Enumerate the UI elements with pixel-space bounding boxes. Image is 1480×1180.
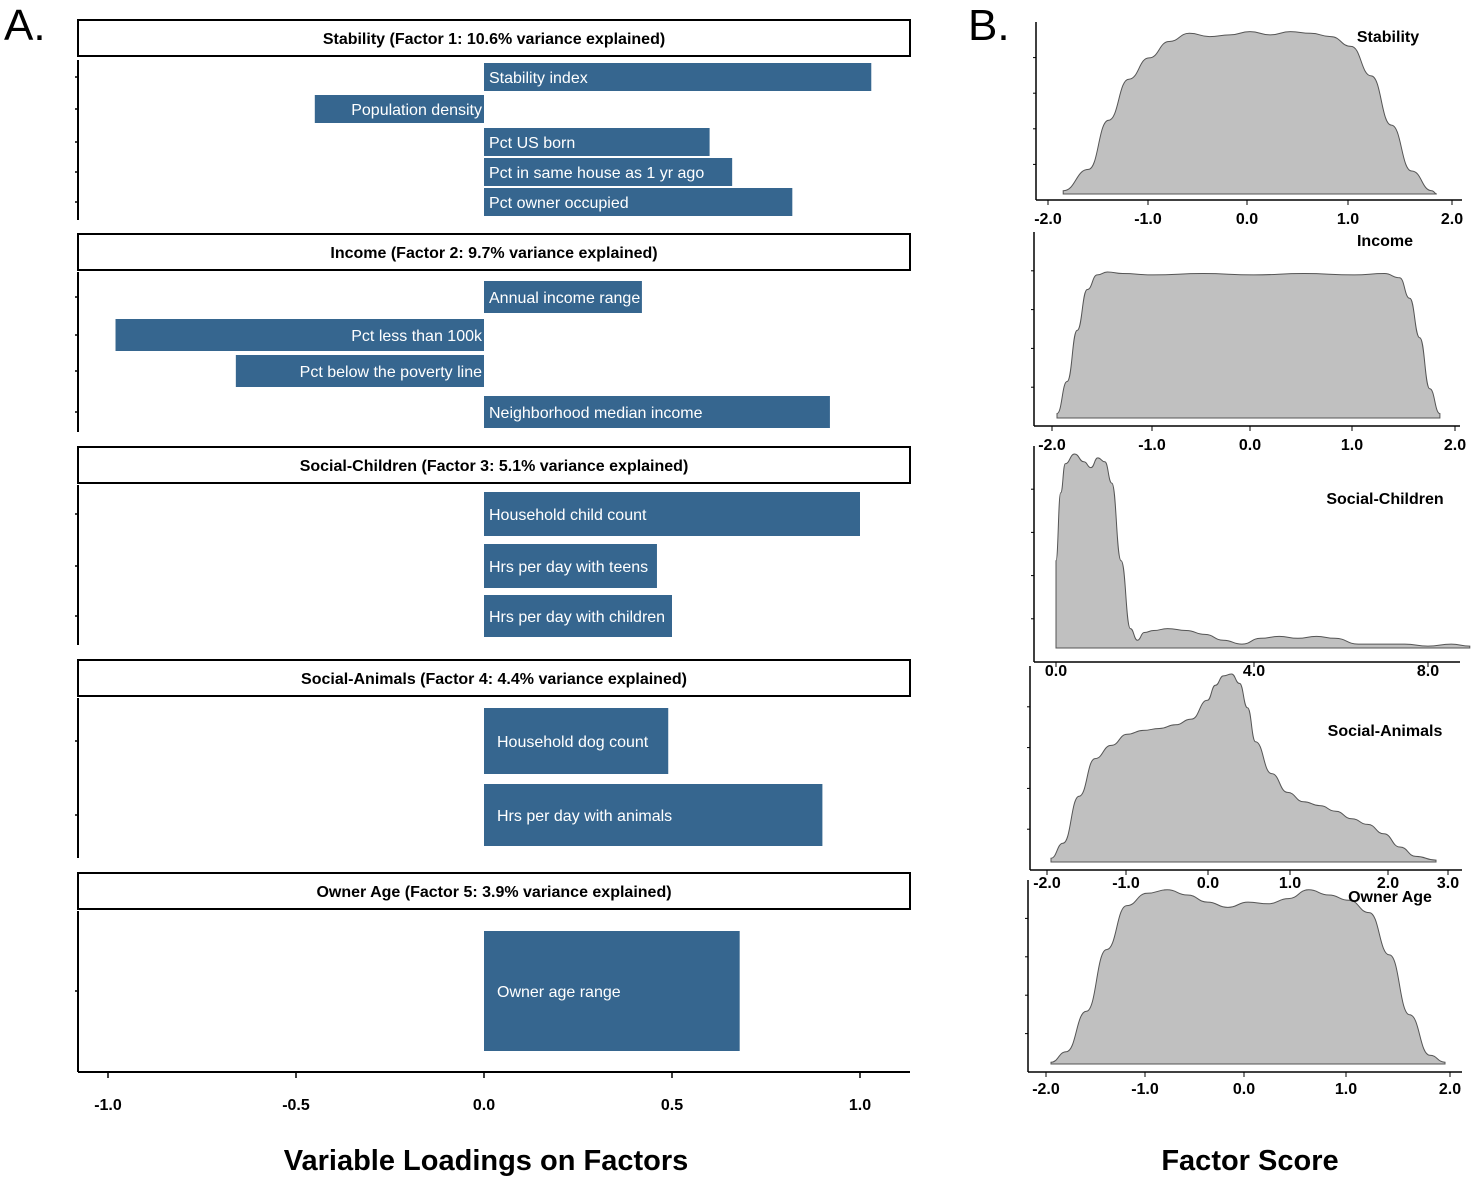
bar-label: Hrs per day with children xyxy=(489,609,665,626)
bar-label: Owner age range xyxy=(497,984,621,1001)
density-panel-4: -2.0 -1.0 0.0 1.0 2.0 3.0 Social-Animals xyxy=(1027,666,1462,892)
loading-bar xyxy=(115,319,485,351)
facet-3: Social-Children (Factor 3: 5.1% variance… xyxy=(75,446,911,645)
density-axis-title: Factor Score xyxy=(1161,1145,1338,1177)
density-area xyxy=(1055,453,1471,649)
density-x-tick-label: -2.0 xyxy=(1033,875,1061,892)
panel-b-label: B. xyxy=(968,1,1010,50)
factor-score-densities: -2.0 -1.0 0.0 1.0 2.0 Stability -2.0 -1.0 0.0 1.0… xyxy=(1025,22,1471,1177)
panel-a-label: A. xyxy=(4,1,46,50)
density-area xyxy=(1056,271,1441,419)
bar-label: Annual income range xyxy=(489,290,640,307)
loading-bar xyxy=(484,158,733,186)
bar-label: Pct less than 100k xyxy=(351,328,483,345)
density-x-tick-label: -1.0 xyxy=(1138,437,1166,454)
density-x-tick-label: 3.0 xyxy=(1437,875,1459,892)
density-x-tick-label: -1.0 xyxy=(1131,1081,1159,1098)
density-x-tick-label: 8.0 xyxy=(1417,663,1439,680)
facet-header xyxy=(77,19,911,57)
density-x-tick-label: 0.0 xyxy=(1197,875,1219,892)
bar-label: Pct US born xyxy=(489,135,575,152)
density-area xyxy=(1050,889,1446,1065)
loading-bar xyxy=(484,128,710,156)
loading-bar xyxy=(484,188,793,216)
density-x-tick-label: 0.0 xyxy=(1236,211,1258,228)
x-tick-label: -1.0 xyxy=(94,1097,122,1114)
density-x-tick-label: 2.0 xyxy=(1439,1081,1461,1098)
x-tick-label: 0.0 xyxy=(473,1097,495,1114)
density-x-tick-label: 1.0 xyxy=(1337,211,1359,228)
facet-title: Stability (Factor 1: 10.6% variance expl… xyxy=(323,31,665,48)
facet-header xyxy=(77,872,911,910)
density-title: Owner Age xyxy=(1348,889,1432,906)
density-x-tick-label: 2.0 xyxy=(1441,211,1463,228)
density-x-tick-label: -2.0 xyxy=(1032,1081,1060,1098)
bar-label: Neighborhood median income xyxy=(489,405,703,422)
density-x-tick-label: -1.0 xyxy=(1112,875,1140,892)
loadings-chart: Stability (Factor 1: 10.6% variance expl… xyxy=(75,19,911,1177)
loading-bar xyxy=(484,63,872,91)
x-tick-label: 0.5 xyxy=(661,1097,683,1114)
density-title: Stability xyxy=(1357,29,1419,46)
facet-title: Owner Age (Factor 5: 3.9% variance expla… xyxy=(316,884,671,901)
density-x-tick-label: 2.0 xyxy=(1377,875,1399,892)
density-x-tick-label: -1.0 xyxy=(1134,211,1162,228)
loading-bar xyxy=(484,492,860,536)
loading-bar xyxy=(484,708,669,774)
facet-4: Social-Animals (Factor 4: 4.4% variance … xyxy=(75,659,911,858)
bar-label: Stability index xyxy=(489,70,588,87)
density-x-tick-label: 0.0 xyxy=(1045,663,1067,680)
facet-5: Owner Age (Factor 5: 3.9% variance expla… xyxy=(75,872,911,1072)
bar-label: Household child count xyxy=(489,507,647,524)
facet-title: Social-Children (Factor 3: 5.1% variance… xyxy=(300,458,689,475)
density-area xyxy=(1050,673,1437,863)
bar-label: Population density xyxy=(351,102,482,119)
facet-1: Stability (Factor 1: 10.6% variance expl… xyxy=(75,19,911,220)
density-panel-1: -2.0 -1.0 0.0 1.0 2.0 Stability xyxy=(1033,22,1463,228)
density-title: Income xyxy=(1357,233,1413,250)
density-title: Social-Children xyxy=(1326,491,1443,508)
x-tick-label: -0.5 xyxy=(282,1097,310,1114)
bar-label: Hrs per day with teens xyxy=(489,559,648,576)
density-x-tick-label: 0.0 xyxy=(1239,437,1261,454)
facet-header xyxy=(77,446,911,484)
density-x-tick-label: 1.0 xyxy=(1341,437,1363,454)
density-x-tick-label: 1.0 xyxy=(1279,875,1301,892)
x-axis-title: Variable Loadings on Factors xyxy=(284,1145,689,1177)
bar-label: Pct owner occupied xyxy=(489,195,629,212)
bar-label: Hrs per day with animals xyxy=(497,808,672,825)
density-x-tick-label: 1.0 xyxy=(1335,1081,1357,1098)
x-tick-label: 1.0 xyxy=(849,1097,871,1114)
density-x-tick-label: 0.0 xyxy=(1233,1081,1255,1098)
loading-bar xyxy=(484,595,672,637)
density-x-tick-label: -2.0 xyxy=(1038,437,1066,454)
density-x-tick-label: 2.0 xyxy=(1444,437,1466,454)
loading-bar xyxy=(314,95,484,123)
facet-title: Social-Animals (Factor 4: 4.4% variance … xyxy=(301,671,687,688)
loading-bar xyxy=(235,355,484,387)
density-panel-2: -2.0 -1.0 0.0 1.0 2.0 Income xyxy=(1031,232,1466,454)
loading-bar xyxy=(484,281,642,313)
loading-bar xyxy=(484,544,657,588)
facet-2: Income (Factor 2: 9.7% variance explaine… xyxy=(75,233,911,432)
density-panel-5: -2.0 -1.0 0.0 1.0 2.0 Owner Age xyxy=(1025,880,1462,1098)
density-x-tick-label: 4.0 xyxy=(1243,663,1265,680)
density-x-tick-label: -2.0 xyxy=(1034,211,1062,228)
loading-bar xyxy=(484,396,830,428)
bar-label: Pct below the poverty line xyxy=(300,364,482,381)
bar-label: Household dog count xyxy=(497,734,649,751)
density-title: Social-Animals xyxy=(1328,723,1443,740)
facet-title: Income (Factor 2: 9.7% variance explaine… xyxy=(330,245,657,262)
loading-bar xyxy=(484,931,740,1051)
density-panel-3: 0.0 4.0 8.0 Social-Children xyxy=(1031,446,1471,680)
facet-header xyxy=(77,659,911,697)
bar-label: Pct in same house as 1 yr ago xyxy=(489,165,704,182)
loading-bar xyxy=(484,784,823,846)
density-area xyxy=(1062,31,1437,195)
facet-header xyxy=(77,233,911,271)
